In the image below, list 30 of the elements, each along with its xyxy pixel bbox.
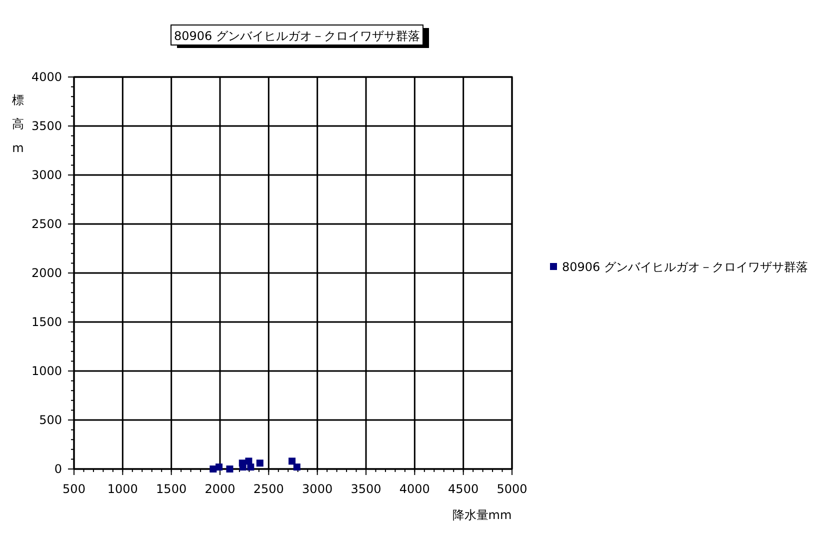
x-tick-label: 4500 [448, 482, 479, 496]
legend-label: 80906 グンバイヒルガオ－クロイワザサ群落 [562, 260, 808, 274]
x-tick-label: 1000 [107, 482, 138, 496]
x-tick-label: 5000 [496, 482, 528, 496]
x-tick-label: 3500 [350, 482, 382, 496]
y-tick-label: 0 [54, 462, 62, 476]
y-tick-label: 2000 [31, 266, 62, 280]
x-tick-label: 2500 [253, 482, 284, 496]
x-tick-label: 2000 [204, 482, 236, 496]
x-tick-label: 3000 [302, 482, 333, 496]
y-tick-label: 3500 [31, 119, 62, 133]
y-tick-label: 4000 [31, 70, 62, 84]
x-axis-title: 降水量mm [452, 508, 512, 522]
x-tick-label: 500 [62, 482, 86, 496]
point [288, 458, 296, 465]
y-axis-title: 標高m [12, 93, 24, 155]
chart-title: 80906 グンバイヒルガオ－クロイワザサ群落 [174, 29, 420, 43]
y-tick-label: 2500 [31, 217, 62, 231]
point [216, 464, 223, 471]
point [239, 464, 246, 471]
y-tick-label: 1500 [31, 315, 62, 329]
point [293, 464, 300, 471]
x-tick-label: 1500 [156, 482, 187, 496]
y-tick-label: 1000 [31, 364, 62, 378]
y-tick-label: 500 [39, 413, 62, 427]
y-tick-label: 3000 [31, 168, 62, 182]
x-tick-label: 4000 [399, 482, 430, 496]
point [226, 466, 234, 472]
point [256, 460, 264, 467]
point [247, 464, 254, 471]
